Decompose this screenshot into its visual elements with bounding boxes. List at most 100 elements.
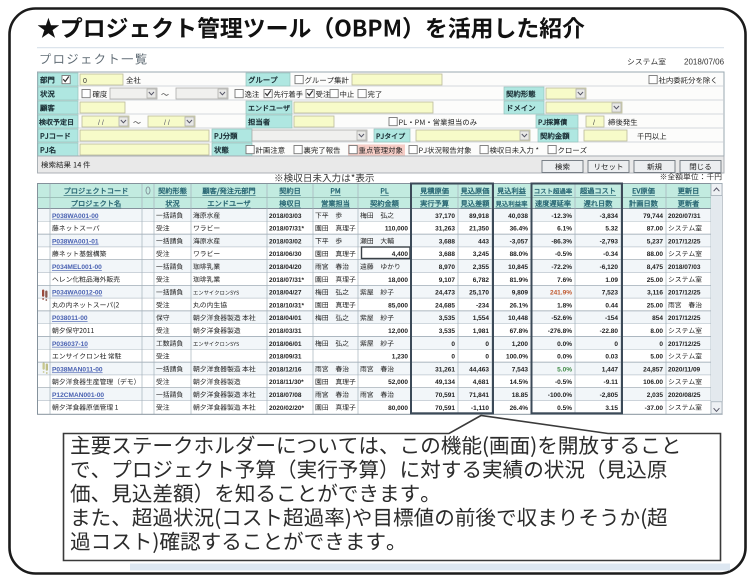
svg-text:/ /: / /: [98, 120, 104, 127]
svg-text:0.03: 0.03: [605, 354, 618, 361]
svg-text:-6,120: -6,120: [600, 264, 619, 271]
svg-text:P038WA001-00: P038WA001-00: [52, 213, 99, 220]
svg-text:4,400: 4,400: [392, 251, 409, 258]
svg-text:-0.5%: -0.5%: [555, 251, 572, 258]
svg-text:0.0%: 0.0%: [557, 354, 572, 361]
svg-text:5.00: 5.00: [650, 354, 663, 361]
svg-text:-276.8%: -276.8%: [548, 328, 572, 335]
svg-text:87.00: 87.00: [647, 226, 664, 233]
svg-text:49,134: 49,134: [435, 379, 455, 386]
svg-text:3.15: 3.15: [605, 405, 618, 412]
svg-text:18.85: 18.85: [512, 392, 529, 399]
svg-text:14.5%: 14.5%: [510, 379, 529, 386]
svg-text:2018/07/31*: 2018/07/31*: [269, 277, 305, 284]
svg-text:2018/07/03: 2018/07/03: [668, 264, 701, 271]
svg-text:/: /: [593, 120, 595, 127]
svg-text:2020/02/20*: 2020/02/20*: [269, 405, 305, 412]
svg-text:3,535: 3,535: [439, 315, 456, 322]
svg-text:-2,793: -2,793: [600, 238, 619, 245]
svg-text:26.1%: 26.1%: [510, 302, 529, 309]
svg-text:0: 0: [485, 341, 489, 348]
svg-text:26.4%: 26.4%: [510, 405, 529, 412]
svg-text:31,263: 31,263: [435, 226, 455, 233]
svg-text:2018/10/31*: 2018/10/31*: [269, 302, 305, 309]
svg-text:2018/06/30: 2018/06/30: [269, 251, 302, 258]
svg-text:P034WA0012-00: P034WA0012-00: [52, 290, 103, 297]
svg-text:9,107: 9,107: [439, 277, 456, 284]
svg-text:100.0%: 100.0%: [506, 354, 528, 361]
svg-text:1.09: 1.09: [605, 277, 618, 284]
svg-text:5,237: 5,237: [647, 238, 664, 245]
svg-text:2,355: 2,355: [473, 264, 490, 271]
svg-text:P12CMAN001-00: P12CMAN001-00: [52, 392, 104, 399]
svg-text:5.0%: 5.0%: [557, 366, 572, 373]
svg-text:2018/06/01: 2018/06/01: [269, 341, 302, 348]
svg-text:2018/03/03: 2018/03/03: [269, 213, 302, 220]
svg-text:2017/12/25: 2017/12/25: [668, 341, 701, 348]
svg-text:854: 854: [652, 315, 663, 322]
svg-text:-0.5%: -0.5%: [555, 379, 572, 386]
svg-text:10,448: 10,448: [508, 315, 528, 322]
svg-text:1,230: 1,230: [392, 354, 409, 361]
svg-text:3,688: 3,688: [439, 251, 456, 258]
svg-text:0: 0: [659, 341, 663, 348]
svg-text:31,261: 31,261: [435, 366, 455, 373]
svg-text:-52.6%: -52.6%: [551, 315, 572, 322]
svg-text:10,845: 10,845: [508, 264, 528, 271]
svg-text:-3,057: -3,057: [510, 238, 529, 245]
svg-text:88.00: 88.00: [647, 251, 664, 258]
svg-text:88.0%: 88.0%: [510, 251, 529, 258]
svg-text:2018/03/02: 2018/03/02: [269, 238, 302, 245]
svg-text:52,000: 52,000: [388, 379, 408, 386]
svg-text:0.5%: 0.5%: [557, 405, 572, 412]
svg-text:-22.80: -22.80: [600, 328, 619, 335]
svg-text:P036037-10: P036037-10: [52, 341, 88, 348]
svg-text:-12.3%: -12.3%: [551, 213, 572, 220]
svg-text:24,857: 24,857: [643, 366, 663, 373]
svg-text:1,554: 1,554: [473, 315, 490, 322]
svg-text:40,038: 40,038: [508, 213, 528, 220]
svg-text:7.6%: 7.6%: [557, 277, 572, 284]
svg-text:2020/08/25: 2020/08/25: [668, 392, 701, 399]
svg-text:81.9%: 81.9%: [510, 277, 529, 284]
svg-text:8.00: 8.00: [650, 328, 663, 335]
svg-text:3,688: 3,688: [439, 238, 456, 245]
svg-text:36.4%: 36.4%: [510, 226, 529, 233]
svg-text:8,970: 8,970: [439, 264, 456, 271]
svg-text:7,523: 7,523: [602, 290, 619, 297]
svg-text:2018/07/31*: 2018/07/31*: [269, 226, 305, 233]
svg-text:85,000: 85,000: [388, 302, 408, 309]
svg-text:P038011-00: P038011-00: [52, 315, 88, 322]
svg-text:12,000: 12,000: [388, 328, 408, 335]
svg-text:1,447: 1,447: [602, 366, 619, 373]
svg-text:2018/03/31: 2018/03/31: [269, 328, 302, 335]
svg-text:67.8%: 67.8%: [510, 328, 529, 335]
svg-text:5.32: 5.32: [605, 226, 618, 233]
svg-text:-100.0%: -100.0%: [548, 392, 572, 399]
svg-text:44,463: 44,463: [469, 366, 489, 373]
svg-text:2017/12/25: 2017/12/25: [668, 315, 701, 322]
svg-text:25.00: 25.00: [647, 302, 664, 309]
svg-text:3,116: 3,116: [647, 290, 663, 297]
svg-text:3,535: 3,535: [439, 328, 456, 335]
svg-text:-9.11: -9.11: [604, 379, 619, 386]
svg-text:-154: -154: [605, 315, 618, 322]
svg-text:/ /: / /: [164, 120, 170, 127]
svg-text:2020/11/09: 2020/11/09: [668, 366, 701, 373]
svg-text:0.0%: 0.0%: [557, 341, 572, 348]
svg-text:2020/07/31: 2020/07/31: [668, 213, 701, 220]
svg-text:2018/11/30*: 2018/11/30*: [269, 379, 304, 386]
svg-text:6,782: 6,782: [473, 277, 490, 284]
svg-text:3,245: 3,245: [473, 251, 490, 258]
svg-text:8,475: 8,475: [647, 264, 664, 271]
svg-text:2,035: 2,035: [647, 392, 664, 399]
svg-text:7,543: 7,543: [512, 366, 529, 373]
svg-text:2018/04/27: 2018/04/27: [269, 290, 302, 297]
svg-text:-234: -234: [476, 302, 489, 309]
svg-text:4,681: 4,681: [473, 379, 490, 386]
svg-text:106.00: 106.00: [643, 379, 663, 386]
svg-text:-2,805: -2,805: [600, 392, 619, 399]
svg-text:18,000: 18,000: [388, 277, 408, 284]
svg-text:2018/07/06: 2018/07/06: [684, 58, 725, 67]
svg-text:2017/12/25: 2017/12/25: [668, 238, 701, 245]
